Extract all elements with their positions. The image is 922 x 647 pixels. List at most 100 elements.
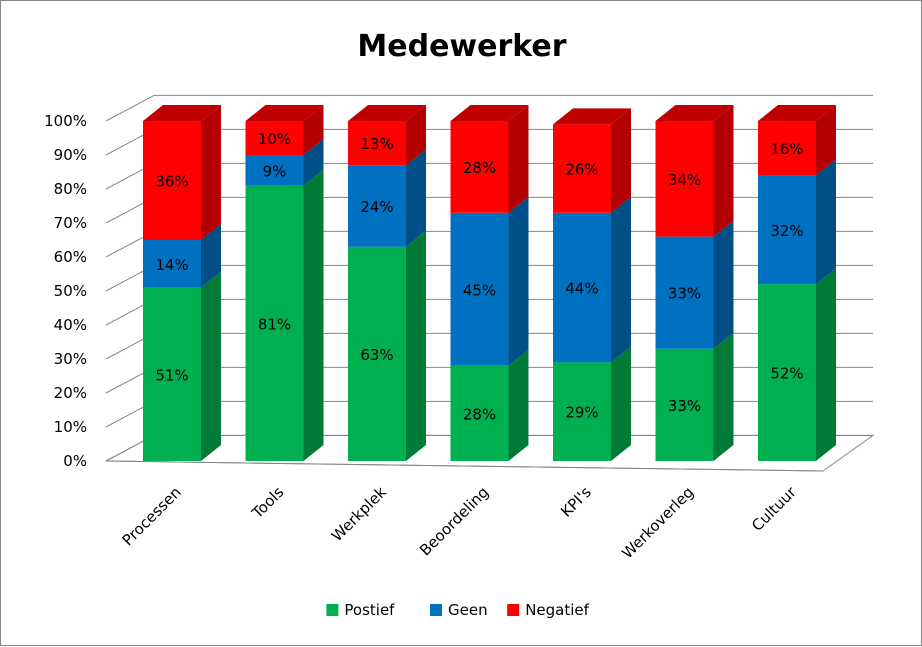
bar-side-face <box>406 149 426 247</box>
data-label: 33% <box>668 397 701 415</box>
y-tick-label: 20% <box>54 384 87 402</box>
bar-side-face <box>816 105 836 176</box>
data-label: 16% <box>770 140 803 158</box>
bar-top-face <box>348 105 426 121</box>
data-label: 81% <box>258 315 291 333</box>
y-tick-label: 30% <box>54 350 87 368</box>
bar-side-face <box>508 105 529 213</box>
data-label: 13% <box>360 135 393 153</box>
bar-side-face <box>816 268 836 461</box>
bar-segment: 52% <box>758 268 836 461</box>
data-label: 36% <box>155 173 188 191</box>
data-label: 33% <box>668 285 701 303</box>
bar-front-face <box>245 121 304 155</box>
data-label: 34% <box>668 171 701 189</box>
x-tick-label: Cultuur <box>748 483 800 535</box>
x-tick-label: Werkplek <box>328 483 390 545</box>
bar-top-face <box>655 105 734 121</box>
y-tick-label: 100% <box>44 112 87 130</box>
bar-segment: 29% <box>553 346 631 461</box>
y-tick-label: 60% <box>54 248 87 266</box>
bars: 51% 14% 36% 81% 9% 10% 63% 24% 13% 28% 45% 28% 29% 44… <box>143 105 836 461</box>
bar-top-face <box>450 105 529 121</box>
legend-item: Geen <box>430 601 488 619</box>
x-axis-labels: Processen Tools Werkplek Beoordeling KPI's We… <box>119 483 801 563</box>
bar-segment: 28% <box>450 349 529 461</box>
data-label: 32% <box>770 222 803 240</box>
data-label: 63% <box>360 346 393 364</box>
y-tick-label: 10% <box>54 418 87 436</box>
data-label: 29% <box>565 404 598 422</box>
bar-front-face <box>245 185 304 461</box>
bar-side-face <box>303 139 324 186</box>
bar-front-face <box>655 121 714 237</box>
bar-front-face <box>553 212 611 363</box>
bar-segment: 81% <box>245 169 324 461</box>
bar-segment: 44% <box>553 196 631 363</box>
bar-front-face <box>143 121 201 240</box>
legend-label: Postief <box>344 601 395 619</box>
bar-front-face <box>245 155 304 186</box>
legend-swatch <box>430 604 442 616</box>
bar-side-face <box>201 271 221 461</box>
bar-side-face <box>816 159 836 285</box>
legend-item: Postief <box>326 601 395 619</box>
y-tick-label: 0% <box>63 452 87 470</box>
bar-side-face <box>303 105 324 155</box>
x-tick-label: KPI's <box>557 483 595 521</box>
bar-segment: 13% <box>348 105 426 166</box>
bar-front-face <box>450 121 509 213</box>
gridline-diagonal <box>105 94 155 122</box>
bar-segment: 28% <box>450 105 529 213</box>
bar-front-face <box>450 365 509 461</box>
bar-segment: 63% <box>348 230 426 461</box>
bar-front-face <box>450 212 509 366</box>
bar-front-face <box>348 165 406 247</box>
bar-side-face <box>713 332 734 461</box>
data-label: 24% <box>360 198 393 216</box>
y-axis-ticks: 0% 10% 20% 30% 40% 50% 60% 70% 80% 90% 100% <box>44 112 87 470</box>
bar-front-face <box>655 348 714 461</box>
bar-side-face <box>713 220 734 349</box>
bar-front-face <box>655 236 714 349</box>
bar-side-face <box>611 196 631 363</box>
data-label: 9% <box>263 162 287 180</box>
bar-top-face <box>245 105 324 121</box>
bar-top-face <box>553 108 631 125</box>
bar-front-face <box>348 121 406 166</box>
x-tick-label: Beoordeling <box>416 483 492 559</box>
bar-front-face <box>758 121 816 176</box>
data-label: 45% <box>463 281 496 299</box>
data-label: 28% <box>463 405 496 423</box>
bar-side-face <box>508 349 529 461</box>
bar-top-face <box>758 105 836 121</box>
bar-segment: 10% <box>245 105 324 155</box>
bar-segment: 33% <box>655 332 734 461</box>
y-tick-label: 50% <box>54 282 87 300</box>
y-tick-label: 90% <box>54 146 87 164</box>
bar-side-face <box>611 346 631 461</box>
data-label: 28% <box>463 159 496 177</box>
bar-top-face <box>143 105 221 121</box>
bar-front-face <box>758 284 816 461</box>
bar-segment: 45% <box>450 196 529 366</box>
bar-segment: 36% <box>143 105 221 240</box>
bar-front-face <box>143 240 201 288</box>
bar-segment: 26% <box>553 108 631 213</box>
chart-title: Medewerker <box>357 29 566 64</box>
y-tick-label: 80% <box>54 180 87 198</box>
bar-side-face <box>713 105 734 237</box>
bar-side-face <box>406 105 426 166</box>
bar-side-face <box>303 169 324 461</box>
floor-front-edge <box>105 460 824 472</box>
legend: Postief Geen Negatief <box>326 601 590 619</box>
legend-label: Negatief <box>525 601 589 619</box>
bar-side-face <box>406 230 426 461</box>
data-label: 10% <box>258 130 291 148</box>
y-tick-label: 40% <box>54 316 87 334</box>
x-tick-label: Werkoverleg <box>618 483 697 562</box>
data-label: 51% <box>155 366 188 384</box>
bar-segment: 24% <box>348 149 426 247</box>
data-label: 14% <box>155 256 188 274</box>
